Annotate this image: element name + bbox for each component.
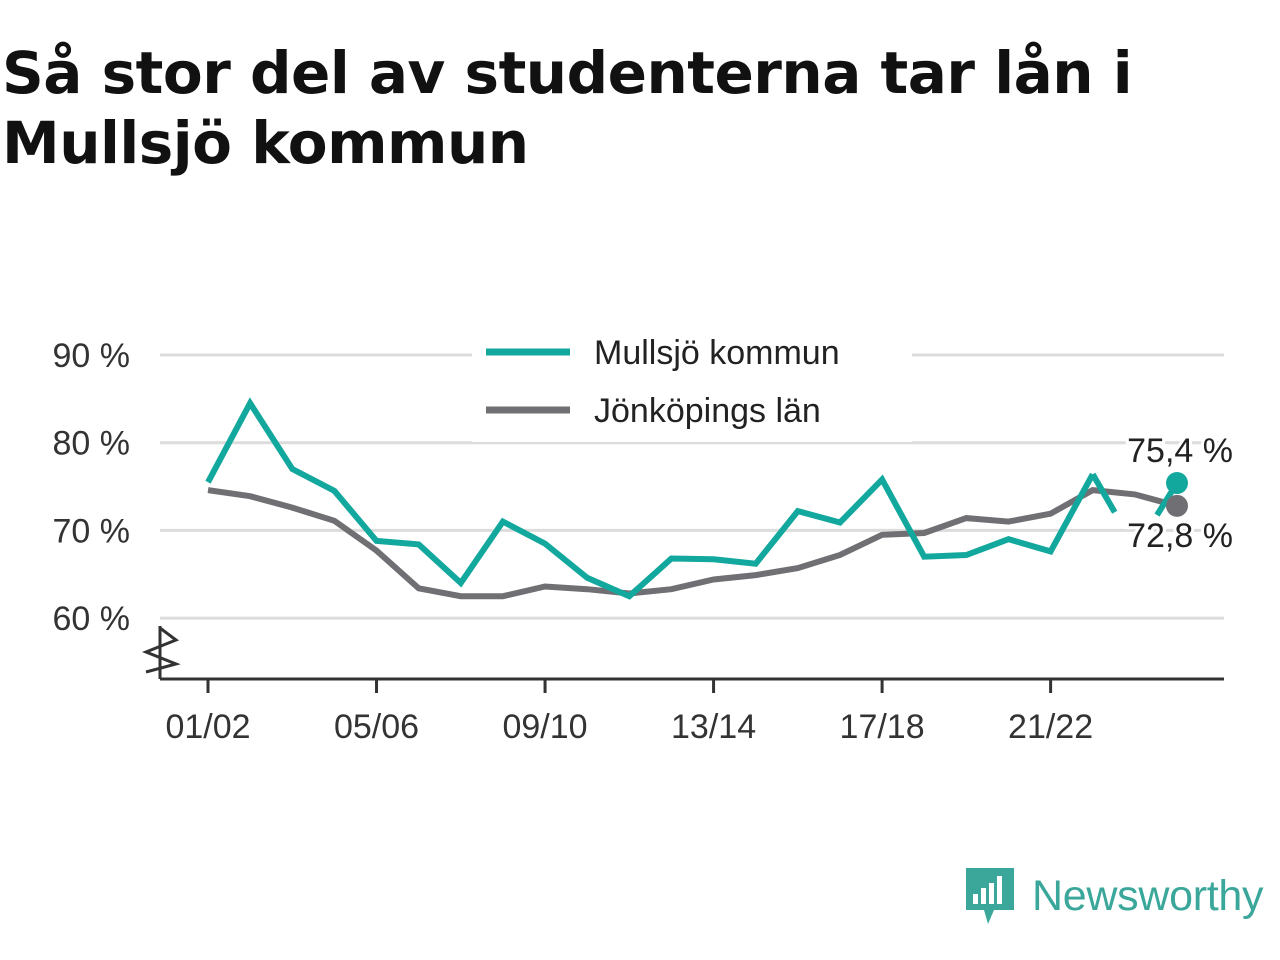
series-line-jonkoping	[207, 487, 1178, 600]
end-label-mullsjo: 75,4 %	[1127, 432, 1233, 470]
series-line-mullsjo	[205, 397, 1096, 600]
end-labels: 75,4 % 72,8 %	[1124, 429, 1236, 558]
newsworthy-brand: Newsworthy	[964, 866, 1263, 926]
end-point-jonkoping	[1166, 494, 1188, 517]
newsworthy-logo-icon	[966, 868, 1014, 924]
x-axis-ticks: 01/02 05/06 09/10 13/14 17/18 21/22	[165, 679, 1093, 746]
axes	[141, 626, 1224, 681]
x-tick-label: 17/18	[840, 708, 925, 746]
brand-name: Newsworthy	[1032, 871, 1264, 920]
end-point-mullsjo	[1166, 472, 1188, 495]
chart-title: Så stor del av studenterna tar lån i Mul…	[2, 39, 1133, 177]
x-tick-label: 13/14	[671, 708, 756, 746]
x-tick-label: 05/06	[334, 708, 419, 746]
legend: Mullsjö kommun Jönköpings län	[472, 322, 912, 442]
y-tick-label: 80 %	[53, 425, 131, 463]
legend-label: Mullsjö kommun	[594, 334, 840, 372]
x-tick-label: 21/22	[1008, 708, 1093, 746]
y-tick-label: 60 %	[53, 600, 131, 638]
axis-break-mark	[141, 626, 181, 674]
legend-background	[472, 322, 912, 442]
end-label-jonkoping: 72,8 %	[1127, 517, 1233, 555]
y-tick-label: 70 %	[53, 512, 131, 550]
x-tick-label: 09/10	[502, 708, 587, 746]
x-tick-label: 01/02	[165, 708, 250, 746]
y-axis-ticks: 60 % 70 % 80 % 90 %	[53, 337, 131, 638]
legend-label: Jönköpings län	[594, 392, 821, 430]
y-tick-label: 90 %	[53, 337, 131, 375]
series-line-mullsjo-stub	[1090, 472, 1118, 514]
